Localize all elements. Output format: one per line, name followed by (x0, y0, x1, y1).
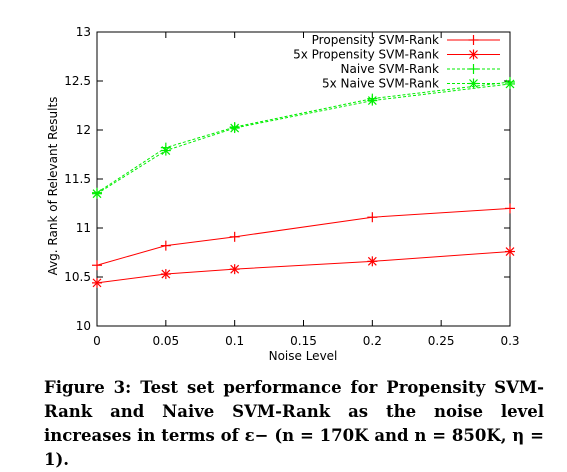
plot-frame (96, 31, 511, 327)
y-tick-label: 13 (76, 25, 91, 39)
legend-label: Propensity SVM-Rank (312, 33, 439, 47)
data-point (92, 277, 102, 288)
data-point (367, 212, 378, 223)
data-point (229, 123, 240, 134)
legend-label: 5x Propensity SVM-Rank (293, 48, 439, 62)
figure-caption: Figure 3: Test set performance for Prope… (44, 378, 544, 469)
data-point (367, 95, 378, 106)
series-1 (92, 203, 515, 271)
data-point (505, 246, 515, 257)
x-tick-label: 0.25 (428, 334, 455, 348)
series-line (96, 83, 511, 195)
x-axis-label: Noise Level (269, 349, 338, 363)
y-tick-label: 12 (76, 123, 91, 137)
data-point (92, 188, 102, 199)
legend-marker (468, 35, 479, 45)
data-point (160, 240, 171, 251)
series-2 (92, 246, 515, 288)
legend-label: Naive SVM-Rank (341, 62, 440, 76)
series-3 (92, 76, 515, 198)
x-tick-label: 0.05 (152, 334, 179, 348)
x-tick-label: 0.3 (500, 334, 519, 348)
series-line (96, 207, 511, 266)
series-4 (92, 78, 515, 199)
y-axis-label: Avg. Rank of Relevant Results (46, 97, 60, 276)
data-point (160, 269, 171, 280)
data-point (505, 203, 515, 214)
y-tick-label: 11 (76, 221, 91, 235)
x-tick-label: 0.2 (363, 334, 382, 348)
x-tick-label: 0 (93, 334, 101, 348)
data-point (160, 145, 171, 156)
legend-marker (468, 49, 479, 60)
y-tick-label: 10 (76, 319, 91, 333)
data-point (367, 256, 378, 267)
series-line (96, 251, 511, 284)
y-tick-label: 12.5 (64, 74, 91, 88)
legend-label: 5x Naive SVM-Rank (322, 77, 439, 91)
data-point (505, 78, 515, 89)
plot-axes: 0 0.05 0.1 0.15 0.2 0.25 0.3 10 10.5 11 11.5 12 12.5… (64, 25, 519, 348)
legend-marker (468, 78, 479, 89)
y-tick-label: 11.5 (64, 172, 91, 186)
y-tick-label: 10.5 (64, 270, 91, 284)
series-layer (92, 76, 515, 288)
data-point (229, 264, 240, 275)
data-point (229, 231, 240, 242)
series-line (96, 81, 511, 194)
legend-marker (468, 64, 479, 74)
x-tick-label: 0.1 (225, 334, 244, 348)
data-point (92, 260, 102, 271)
x-tick-label: 0.15 (290, 334, 317, 348)
line-chart: 0 0.05 0.1 0.15 0.2 0.25 0.3 10 10.5 11 11.5 12 12.5… (46, 25, 520, 363)
